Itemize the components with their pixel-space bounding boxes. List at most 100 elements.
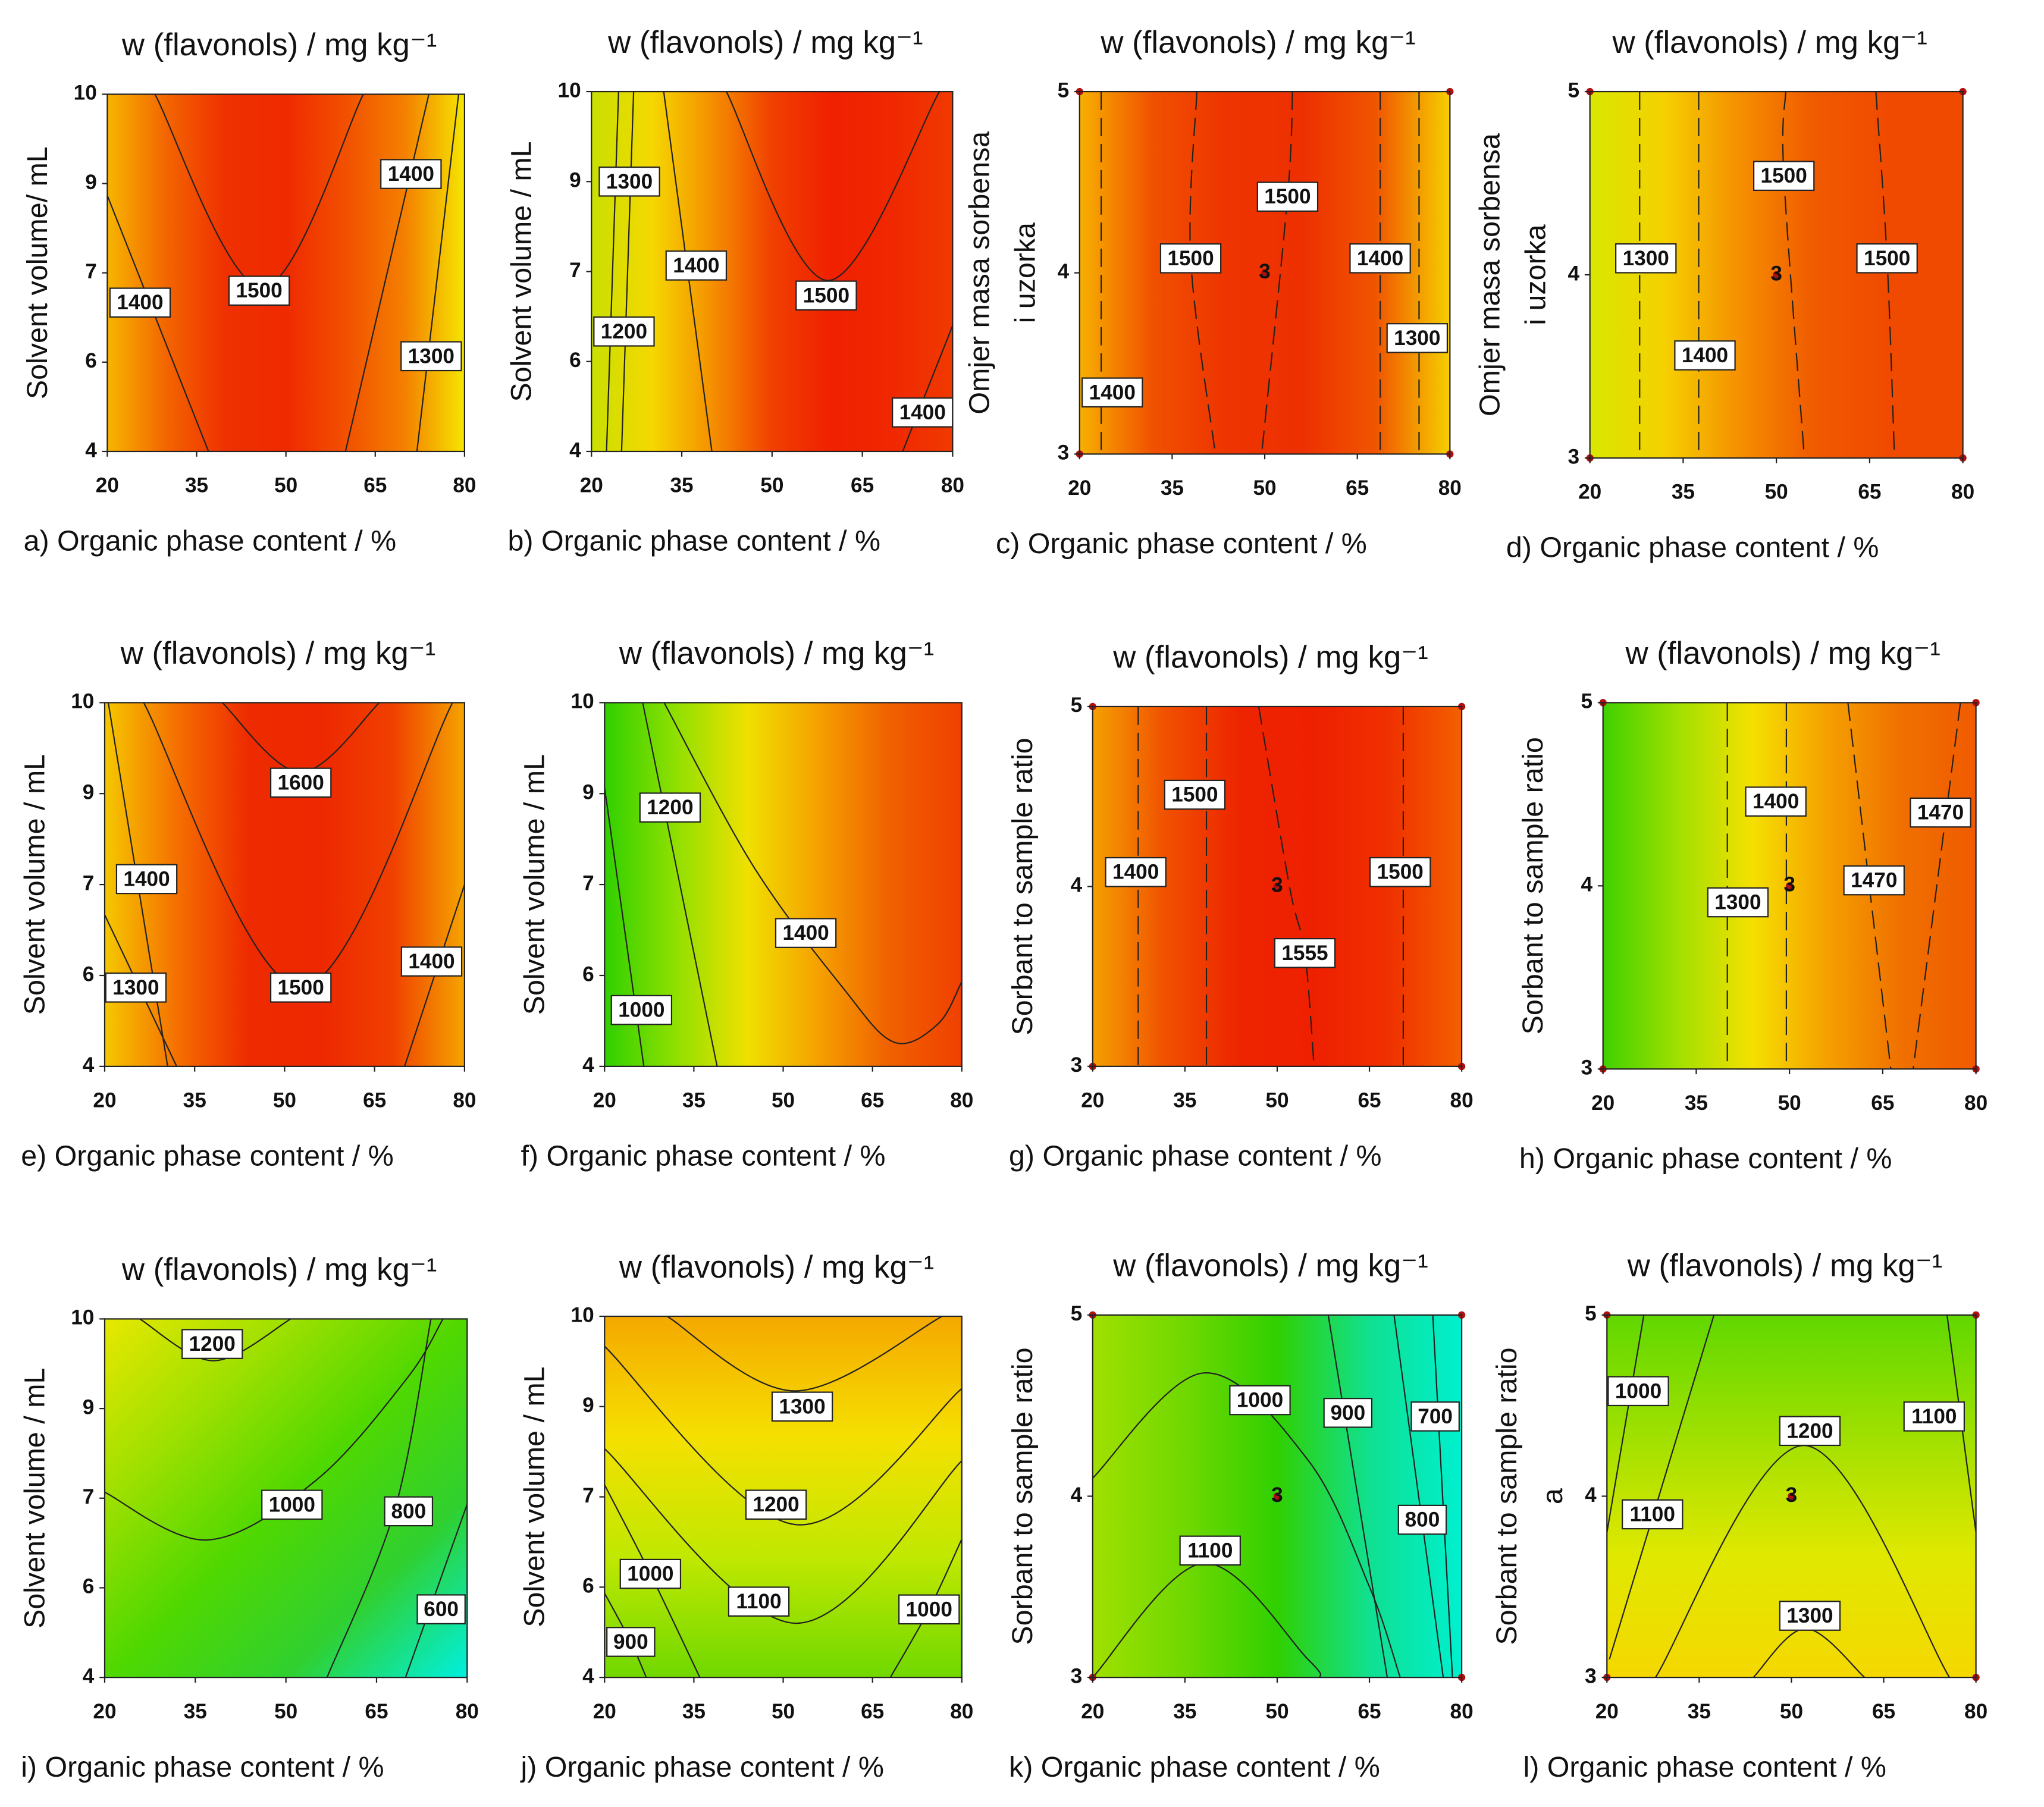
chart-title: w (flavonols) / mg kg⁻¹ bbox=[1112, 640, 1428, 675]
x-axis-label: l) Organic phase content / % bbox=[1523, 1751, 1886, 1783]
contour-label-box bbox=[745, 1489, 807, 1520]
plot-background bbox=[591, 92, 953, 451]
chart-title: w (flavonols) / mg kg⁻¹ bbox=[121, 27, 437, 62]
y-axis-label: Solvent volume / mL bbox=[18, 1368, 51, 1629]
panel: 1400 1500 1400 1300 20 35 50 65 80 4 6 7 9 10 w (flavo… bbox=[21, 27, 476, 557]
contour-line bbox=[606, 92, 619, 451]
y-tick-label: 3 bbox=[1581, 1056, 1593, 1080]
x-tick-label: 20 bbox=[1591, 1091, 1614, 1115]
x-tick-label: 50 bbox=[274, 1700, 297, 1723]
contour-label-box bbox=[1910, 797, 1971, 828]
contour-label: 1100 bbox=[1911, 1405, 1957, 1428]
y-tick-label: 5 bbox=[1581, 690, 1593, 713]
y-tick-label: 9 bbox=[582, 781, 594, 804]
contour-label: 1400 bbox=[1682, 344, 1728, 367]
y-tick-label: 5 bbox=[1058, 79, 1070, 102]
contour-label: 800 bbox=[1405, 1508, 1440, 1532]
y-tick-label: 7 bbox=[582, 1484, 594, 1507]
contour-label-box bbox=[1386, 323, 1449, 353]
panel: 1300 1200 1100 1000 1000 900 20 35 50 65 80 4 6 7 9 10 w… bbox=[519, 1250, 974, 1783]
y-tick-label: 7 bbox=[85, 260, 97, 283]
y-tick-label: 6 bbox=[85, 349, 97, 372]
contour-label-box bbox=[384, 1496, 434, 1527]
contour-line bbox=[604, 1448, 962, 1624]
y-tick-label: 6 bbox=[83, 1575, 95, 1598]
x-tick-label: 65 bbox=[363, 474, 387, 497]
panel: 1500 1400 1500 1555 3 20 35 50 65 80 3 4 5 w (flavono… bbox=[1007, 640, 1474, 1172]
contour-label: 600 bbox=[424, 1598, 459, 1621]
x-axis-label: b) Organic phase content / % bbox=[508, 525, 881, 557]
x-tick-label: 35 bbox=[1688, 1700, 1711, 1723]
x-tick-label: 80 bbox=[950, 1089, 973, 1112]
contour-label: 1100 bbox=[736, 1590, 781, 1613]
contour-line bbox=[405, 1504, 468, 1678]
contour-label: 1500 bbox=[1167, 247, 1214, 270]
y-tick-label: 4 bbox=[1585, 1483, 1597, 1507]
contour-label: 1555 bbox=[1281, 942, 1328, 965]
y-tick-label: 7 bbox=[582, 871, 594, 895]
contour-label-box bbox=[606, 1627, 656, 1657]
contour-label-box bbox=[619, 1558, 682, 1589]
contour-label-box bbox=[593, 316, 655, 347]
contour-label: 1200 bbox=[647, 796, 693, 819]
design-point bbox=[1273, 1492, 1281, 1500]
contour-label: 1000 bbox=[618, 999, 664, 1022]
x-tick-label: 65 bbox=[1871, 1091, 1894, 1115]
contour-label: 1400 bbox=[388, 162, 434, 186]
x-tick-label: 80 bbox=[941, 474, 964, 497]
y-tick-label: 3 bbox=[1585, 1664, 1597, 1687]
x-tick-label: 35 bbox=[682, 1700, 706, 1723]
center-point-label: 3 bbox=[1770, 262, 1782, 285]
x-tick-label: 20 bbox=[1595, 1700, 1619, 1723]
y-tick-label: 4 bbox=[1058, 260, 1070, 283]
plot-background bbox=[107, 94, 465, 451]
x-tick-label: 65 bbox=[365, 1700, 388, 1723]
contour-line bbox=[1261, 92, 1293, 454]
y-tick-label: 10 bbox=[558, 79, 581, 102]
x-tick-label: 35 bbox=[1685, 1091, 1708, 1115]
contour-label: 1300 bbox=[408, 344, 454, 368]
contour-label: 700 bbox=[1418, 1405, 1453, 1428]
contour-label-box bbox=[1159, 243, 1222, 274]
contour-line bbox=[1913, 702, 1961, 1069]
contour-line bbox=[1393, 1315, 1444, 1678]
y-tick-label: 10 bbox=[71, 1306, 94, 1329]
y-tick-label: 9 bbox=[83, 1395, 95, 1419]
contour-line bbox=[1607, 1315, 1645, 1533]
x-tick-label: 50 bbox=[1265, 1700, 1289, 1723]
y-axis-label: i uzorka bbox=[1010, 222, 1042, 323]
contour-label: 1400 bbox=[1112, 861, 1159, 884]
x-tick-label: 20 bbox=[1081, 1089, 1104, 1112]
contour-line bbox=[416, 94, 459, 451]
contour-label: 1300 bbox=[1623, 247, 1669, 270]
y-tick-label: 7 bbox=[83, 871, 95, 895]
contour-label-box bbox=[775, 918, 837, 948]
y-tick-label: 5 bbox=[1071, 1302, 1083, 1325]
x-tick-label: 80 bbox=[1951, 481, 1974, 504]
contour-label-box bbox=[380, 159, 442, 189]
y-tick-label: 3 bbox=[1058, 441, 1070, 465]
y-axis-label: Sorbant to sample ratio bbox=[1007, 738, 1039, 1035]
x-tick-label: 80 bbox=[453, 474, 476, 497]
contour-label-box bbox=[115, 864, 178, 895]
x-tick-label: 80 bbox=[1964, 1700, 1987, 1723]
contour-label: 1500 bbox=[803, 284, 849, 307]
center-point-label: 3 bbox=[1783, 873, 1795, 896]
contour-label-box bbox=[1903, 1401, 1965, 1432]
x-tick-label: 65 bbox=[1872, 1700, 1895, 1723]
x-tick-label: 35 bbox=[1161, 476, 1184, 500]
y-tick-label: 5 bbox=[1585, 1302, 1597, 1325]
x-tick-label: 80 bbox=[1438, 476, 1462, 500]
contour-line bbox=[1432, 1315, 1453, 1678]
x-tick-label: 35 bbox=[682, 1089, 706, 1112]
contour-label-box bbox=[598, 166, 660, 197]
contour-label: 1200 bbox=[1786, 1419, 1833, 1442]
x-tick-label: 50 bbox=[772, 1700, 795, 1723]
panel: 1000 1100 1200 1100 1300 3 20 35 50 65 80 3 4 5 w (fla… bbox=[1491, 1248, 1987, 1783]
x-axis-label: e) Organic phase content / % bbox=[21, 1140, 394, 1172]
chart-title: w (flavonols) / mg kg⁻¹ bbox=[619, 1250, 934, 1285]
contour-line bbox=[104, 1319, 444, 1541]
contour-lines bbox=[1137, 706, 1404, 1066]
x-tick-label: 35 bbox=[1173, 1700, 1196, 1723]
contour-label-box bbox=[728, 1586, 790, 1617]
